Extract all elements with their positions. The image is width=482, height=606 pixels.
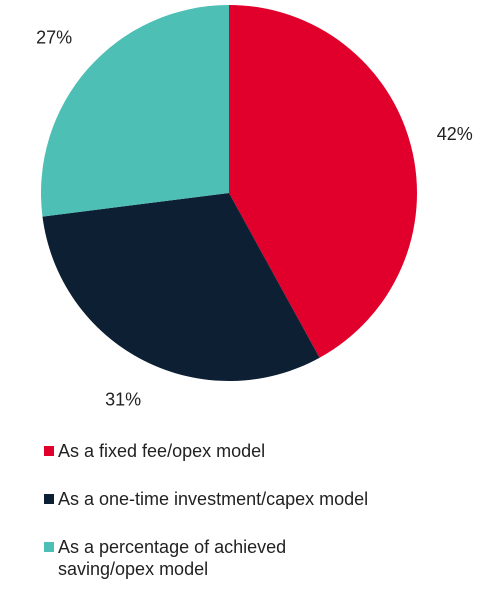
legend-swatch bbox=[44, 494, 54, 504]
legend-item: As a fixed fee/opex model bbox=[44, 440, 474, 462]
legend-item: As a one-time investment/capex model bbox=[44, 488, 474, 510]
legend-swatch bbox=[44, 446, 54, 456]
legend-swatch bbox=[44, 542, 54, 552]
legend-item: As a percentage of achieved saving/opex … bbox=[44, 536, 474, 580]
data-label: 31% bbox=[105, 389, 141, 409]
legend: As a fixed fee/opex model As a one-time i… bbox=[44, 440, 474, 606]
pie-slice bbox=[42, 193, 320, 382]
page: 42% 31% 27% As a fixed fee/opex model As a … bbox=[36, 5, 473, 579]
pie-slice bbox=[40, 5, 229, 217]
legend-label: As a one-time investment/capex model bbox=[58, 489, 369, 509]
chart: 42% 31% 27% bbox=[36, 5, 473, 409]
pie-slice bbox=[229, 5, 418, 358]
data-label: 42% bbox=[437, 124, 473, 144]
data-label: 27% bbox=[36, 28, 72, 48]
legend-label: As a percentage of achieved saving/opex … bbox=[58, 537, 287, 579]
legend-label: As a fixed fee/opex model bbox=[58, 441, 266, 461]
